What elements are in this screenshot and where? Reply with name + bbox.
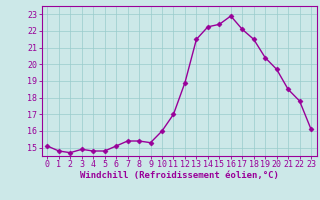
- X-axis label: Windchill (Refroidissement éolien,°C): Windchill (Refroidissement éolien,°C): [80, 171, 279, 180]
